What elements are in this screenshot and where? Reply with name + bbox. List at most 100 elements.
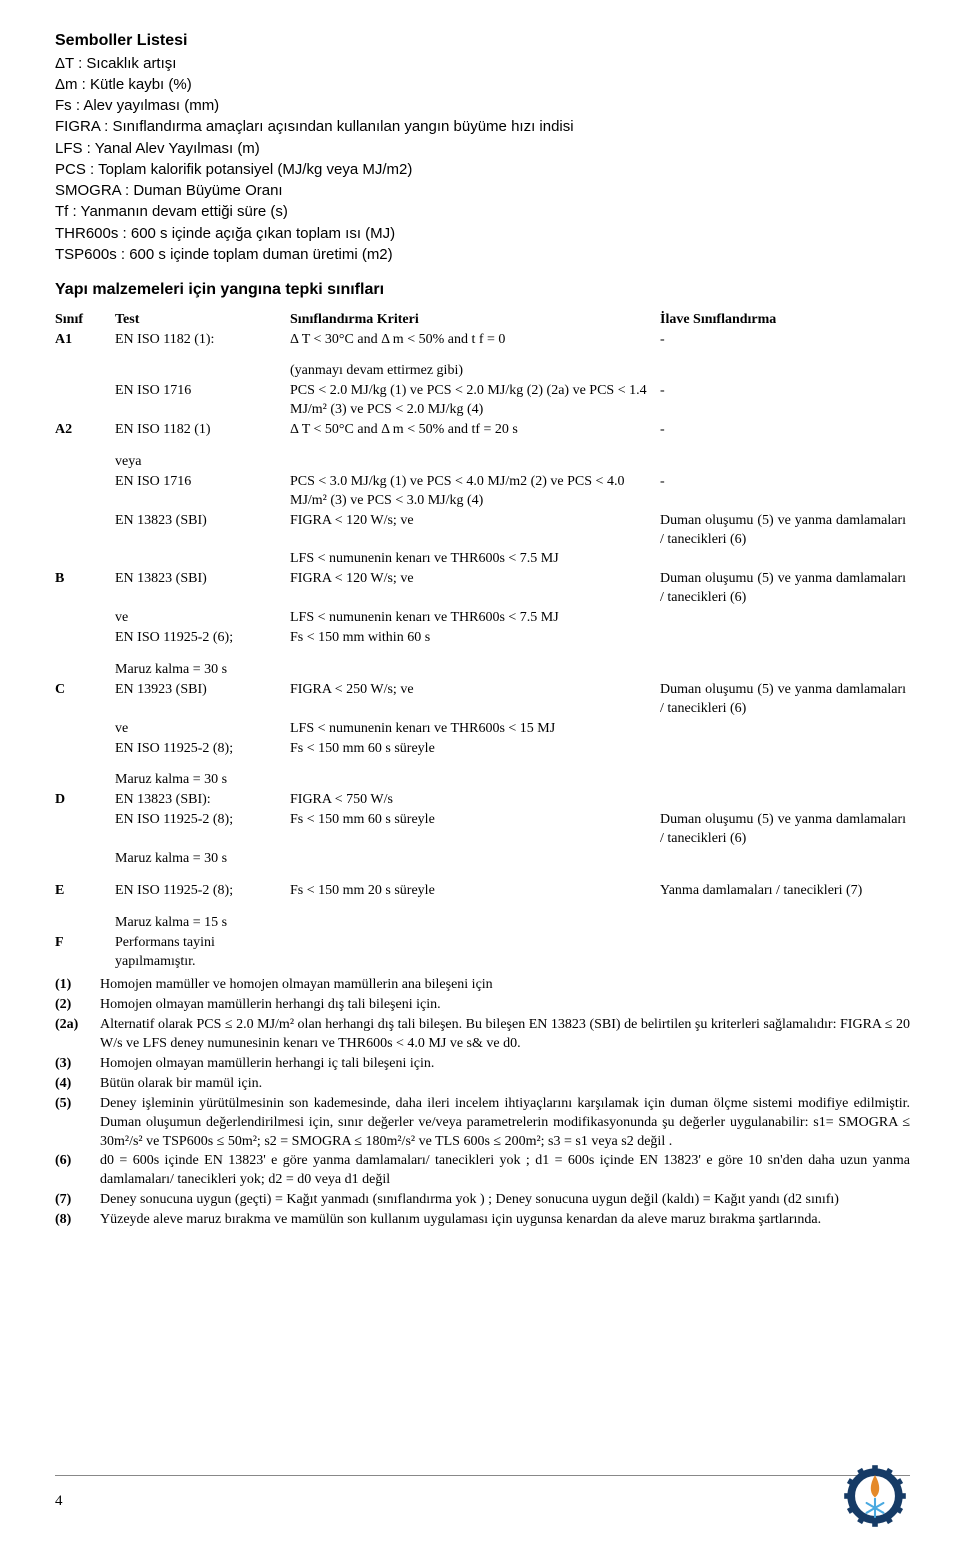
cell-test: EN 13823 (SBI) xyxy=(115,570,290,609)
table-row: FPerformans tayini yapılmamıştır. xyxy=(55,934,910,973)
cell-class xyxy=(55,473,115,512)
th-test: Test xyxy=(115,311,290,331)
cell-additional xyxy=(660,850,910,870)
note-row: (4)Bütün olarak bir mamül için. xyxy=(55,1075,910,1094)
cell-test: Maruz kalma = 30 s xyxy=(115,771,290,791)
cell-criteria xyxy=(290,453,660,473)
table-row: Maruz kalma = 15 s xyxy=(55,914,910,934)
table-row: EEN ISO 11925-2 (8);Fs < 150 mm 20 s sür… xyxy=(55,882,910,902)
cell-test: EN ISO 1182 (1) xyxy=(115,421,290,441)
note-row: (6)d0 = 600s içinde EN 13823' e göre yan… xyxy=(55,1152,910,1190)
cell-class: F xyxy=(55,934,115,973)
cell-criteria: LFS < numunenin kenarı ve THR600s < 15 M… xyxy=(290,720,660,740)
table-spacer xyxy=(55,870,910,882)
cell-additional: - xyxy=(660,382,910,421)
cell-class xyxy=(55,720,115,740)
table-row: EN ISO 11925-2 (6);Fs < 150 mm within 60… xyxy=(55,629,910,649)
logo-icon xyxy=(840,1461,910,1531)
cell-criteria xyxy=(290,850,660,870)
cell-test: EN ISO 11925-2 (6); xyxy=(115,629,290,649)
th-additional: İlave Sınıflandırma xyxy=(660,311,910,331)
cell-test: EN 13823 (SBI) xyxy=(115,512,290,551)
cell-class xyxy=(55,453,115,473)
table-spacer xyxy=(55,649,910,661)
cell-test: ve xyxy=(115,720,290,740)
cell-criteria xyxy=(290,934,660,973)
cell-criteria: FIGRA < 120 W/s; ve xyxy=(290,570,660,609)
note-number: (4) xyxy=(55,1075,100,1094)
table-row: A2EN ISO 1182 (1)Δ T < 50°C and Δ m < 50… xyxy=(55,421,910,441)
cell-additional xyxy=(660,609,910,629)
cell-additional xyxy=(660,934,910,973)
note-number: (2) xyxy=(55,996,100,1015)
cell-additional: Duman oluşumu (5) ve yanma damlamaları /… xyxy=(660,512,910,551)
note-row: (2)Homojen olmayan mamüllerin herhangi d… xyxy=(55,996,910,1015)
table-row: veLFS < numunenin kenarı ve THR600s < 15… xyxy=(55,720,910,740)
table-header-row: Sınıf Test Sınıflandırma Kriteri İlave S… xyxy=(55,311,910,331)
cell-class: A2 xyxy=(55,421,115,441)
note-text: d0 = 600s içinde EN 13823' e göre yanma … xyxy=(100,1152,910,1190)
table-row: BEN 13823 (SBI)FIGRA < 120 W/s; veDuman … xyxy=(55,570,910,609)
cell-class: A1 xyxy=(55,331,115,351)
cell-criteria: LFS < numunenin kenarı ve THR600s < 7.5 … xyxy=(290,550,660,570)
cell-test xyxy=(115,550,290,570)
classification-table: Sınıf Test Sınıflandırma Kriteri İlave S… xyxy=(55,311,910,973)
cell-additional: Duman oluşumu (5) ve yanma damlamaları /… xyxy=(660,681,910,720)
cell-criteria: (yanmayı devam ettirmez gibi) xyxy=(290,362,660,382)
page-number: 4 xyxy=(55,1491,63,1511)
cell-class xyxy=(55,362,115,382)
cell-additional xyxy=(660,771,910,791)
cell-criteria: Fs < 150 mm 60 s süreyle xyxy=(290,740,660,760)
cell-additional xyxy=(660,362,910,382)
th-class: Sınıf xyxy=(55,311,115,331)
symbol-line: ΔT : Sıcaklık artışı xyxy=(55,54,910,74)
cell-additional xyxy=(660,720,910,740)
symbol-line: THR600s : 600 s içinde açığa çıkan topla… xyxy=(55,224,910,244)
cell-test: Maruz kalma = 30 s xyxy=(115,661,290,681)
cell-criteria: FIGRA < 250 W/s; ve xyxy=(290,681,660,720)
cell-test: EN ISO 11925-2 (8); xyxy=(115,740,290,760)
note-row: (2a)Alternatif olarak PCS ≤ 2.0 MJ/m² ol… xyxy=(55,1016,910,1054)
cell-criteria: LFS < numunenin kenarı ve THR600s < 7.5 … xyxy=(290,609,660,629)
cell-class: D xyxy=(55,791,115,811)
note-row: (8)Yüzeyde aleve maruz bırakma ve mamülü… xyxy=(55,1211,910,1230)
table-row: EN ISO 11925-2 (8);Fs < 150 mm 60 s süre… xyxy=(55,811,910,850)
cell-additional xyxy=(660,453,910,473)
table-row: A1EN ISO 1182 (1):Δ T < 30°C and Δ m < 5… xyxy=(55,331,910,351)
note-number: (6) xyxy=(55,1152,100,1190)
cell-test: ve xyxy=(115,609,290,629)
cell-additional: Duman oluşumu (5) ve yanma damlamaları /… xyxy=(660,811,910,850)
table-row: veLFS < numunenin kenarı ve THR600s < 7.… xyxy=(55,609,910,629)
cell-additional xyxy=(660,550,910,570)
table-spacer xyxy=(55,350,910,362)
table-row: CEN 13923 (SBI)FIGRA < 250 W/s; veDuman … xyxy=(55,681,910,720)
cell-class xyxy=(55,382,115,421)
table-row: Maruz kalma = 30 s xyxy=(55,771,910,791)
cell-criteria xyxy=(290,661,660,681)
note-text: Homojen olmayan mamüllerin herhangi dış … xyxy=(100,996,910,1015)
cell-additional: - xyxy=(660,473,910,512)
cell-test: EN ISO 1716 xyxy=(115,382,290,421)
cell-test: EN 13923 (SBI) xyxy=(115,681,290,720)
cell-class xyxy=(55,512,115,551)
cell-additional: Duman oluşumu (5) ve yanma damlamaları /… xyxy=(660,570,910,609)
cell-class xyxy=(55,609,115,629)
cell-class xyxy=(55,740,115,760)
footer-divider xyxy=(55,1475,910,1476)
note-row: (5)Deney işleminin yürütülmesinin son ka… xyxy=(55,1095,910,1152)
cell-test xyxy=(115,362,290,382)
symbol-line: FIGRA : Sınıflandırma amaçları açısından… xyxy=(55,117,910,137)
table-row: Maruz kalma = 30 s xyxy=(55,850,910,870)
table-row: veya xyxy=(55,453,910,473)
cell-test: Maruz kalma = 30 s xyxy=(115,850,290,870)
cell-criteria: Fs < 150 mm 60 s süreyle xyxy=(290,811,660,850)
cell-test: veya xyxy=(115,453,290,473)
note-text: Alternatif olarak PCS ≤ 2.0 MJ/m² olan h… xyxy=(100,1016,910,1054)
table-spacer xyxy=(55,759,910,771)
note-number: (5) xyxy=(55,1095,100,1152)
note-number: (3) xyxy=(55,1055,100,1074)
snowflake-icon xyxy=(867,1499,884,1517)
cell-criteria: Fs < 150 mm within 60 s xyxy=(290,629,660,649)
cell-criteria: PCS < 3.0 MJ/kg (1) ve PCS < 4.0 MJ/m2 (… xyxy=(290,473,660,512)
cell-criteria: PCS < 2.0 MJ/kg (1) ve PCS < 2.0 MJ/kg (… xyxy=(290,382,660,421)
